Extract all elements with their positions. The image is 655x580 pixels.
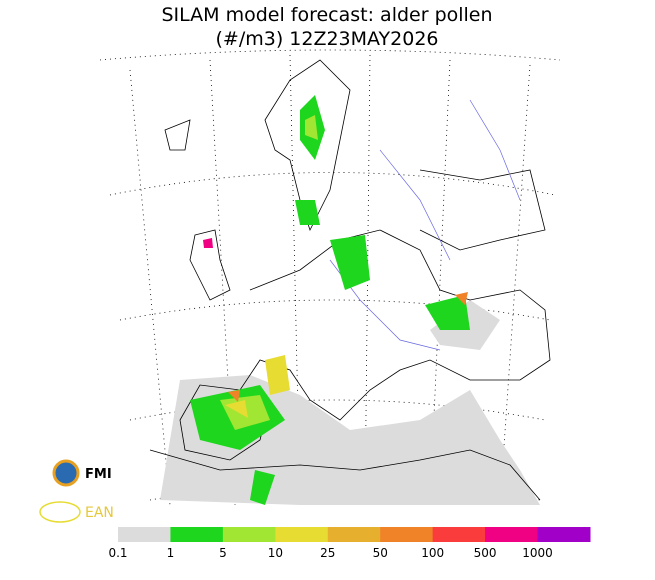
coastline — [179, 229, 551, 461]
legend-swatch — [222, 527, 276, 542]
legend-label: 5 — [219, 546, 227, 560]
legend-label: 100 — [421, 546, 444, 560]
legend-swatch — [118, 527, 171, 542]
legend-swatch — [327, 527, 381, 542]
legend: 0.1 1 5 10 25 50 100 500 1000 — [108, 527, 591, 560]
legend-label: 1 — [167, 546, 175, 560]
fmi-icon — [52, 459, 80, 487]
pollen-area — [225, 355, 290, 418]
pollen-area — [203, 238, 213, 248]
legend-swatch — [537, 527, 591, 542]
legend-swatch — [485, 527, 539, 542]
legend-label: 500 — [474, 546, 497, 560]
river — [329, 99, 521, 351]
ean-label: EAN — [85, 505, 114, 521]
legend-swatch — [275, 527, 329, 542]
subtitle: (#/m3) 12Z23MAY2026 — [215, 28, 438, 50]
coastline — [264, 59, 351, 232]
legend-label: 50 — [373, 546, 388, 560]
ean-logo: EAN — [39, 501, 114, 523]
title: SILAM model forecast: alder pollen — [161, 4, 492, 26]
legend-label: 10 — [268, 546, 283, 560]
fmi-label: FMI — [85, 467, 112, 482]
legend-swatch — [170, 527, 224, 542]
legend-label: 25 — [320, 546, 335, 560]
graticule — [99, 49, 561, 501]
legend-swatch — [432, 527, 486, 542]
coastline — [419, 169, 546, 251]
coastline — [149, 449, 541, 501]
legend-label: 1000 — [522, 546, 553, 560]
ean-icon — [39, 501, 81, 523]
map — [99, 49, 561, 506]
coastline — [189, 229, 231, 301]
legend-swatch — [380, 527, 434, 542]
legend-label: 0.1 — [108, 546, 127, 560]
coastline — [164, 119, 191, 151]
fmi-logo: FMI — [52, 459, 112, 487]
